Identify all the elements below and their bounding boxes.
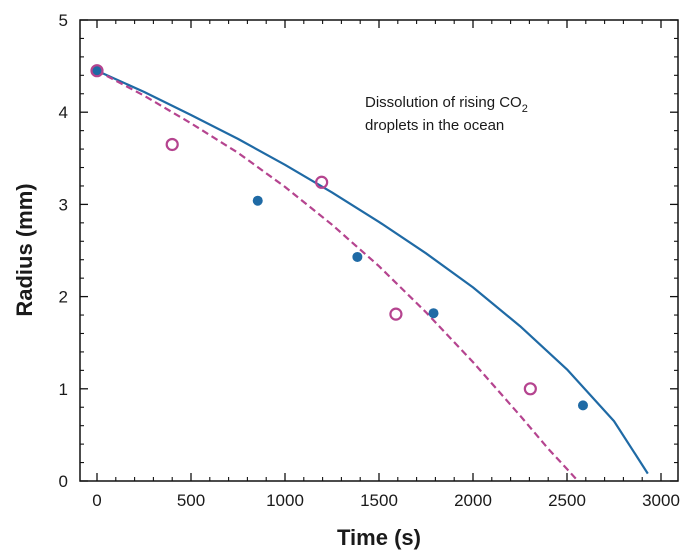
annotation-subscript: 2 (522, 103, 528, 115)
dashed-fit-curve (96, 69, 579, 482)
plot-frame (79, 19, 679, 482)
solid-fit-curve (96, 69, 649, 475)
filled-circle-point (428, 308, 439, 319)
filled-circle-point (352, 251, 363, 262)
x-tick-label: 1500 (360, 491, 398, 510)
y-tick-label: 1 (59, 380, 68, 399)
y-tick-label: 0 (59, 472, 68, 491)
annotation-line-1-text: Dissolution of rising CO (365, 94, 522, 111)
data-points (90, 64, 588, 411)
fit-curves (96, 69, 649, 482)
y-tick-label: 3 (59, 195, 68, 214)
annotation-line-1: Dissolution of rising CO2 (365, 94, 528, 115)
y-tick-label: 2 (59, 288, 68, 307)
filled-circle-point (252, 195, 263, 206)
x-tick-label: 1000 (266, 491, 304, 510)
open-circle-point (90, 64, 104, 78)
x-tick-label: 500 (177, 491, 205, 510)
y-tick-label: 5 (59, 11, 68, 30)
y-tick-label: 4 (59, 103, 68, 122)
open-circle-point (389, 307, 403, 321)
x-axis-title: Time (s) (337, 525, 421, 550)
x-tick-label: 2000 (454, 491, 492, 510)
open-circle-point (165, 137, 179, 152)
x-tick-label: 0 (92, 491, 101, 510)
x-tick-label: 2500 (548, 491, 586, 510)
x-tick-label: 3000 (642, 491, 680, 510)
annotation-line-2: droplets in the ocean (365, 117, 504, 134)
open-circle-point (523, 382, 537, 396)
tick-labels: 0 500 1000 1500 2000 2500 3000 0 1 2 3 4 5 (59, 11, 680, 510)
y-axis-title: Radius (mm) (12, 183, 37, 316)
open-circle-point (315, 175, 329, 189)
filled-circle-point (577, 400, 588, 411)
filled-circle-point (92, 65, 102, 76)
axis-ticks (80, 19, 678, 482)
